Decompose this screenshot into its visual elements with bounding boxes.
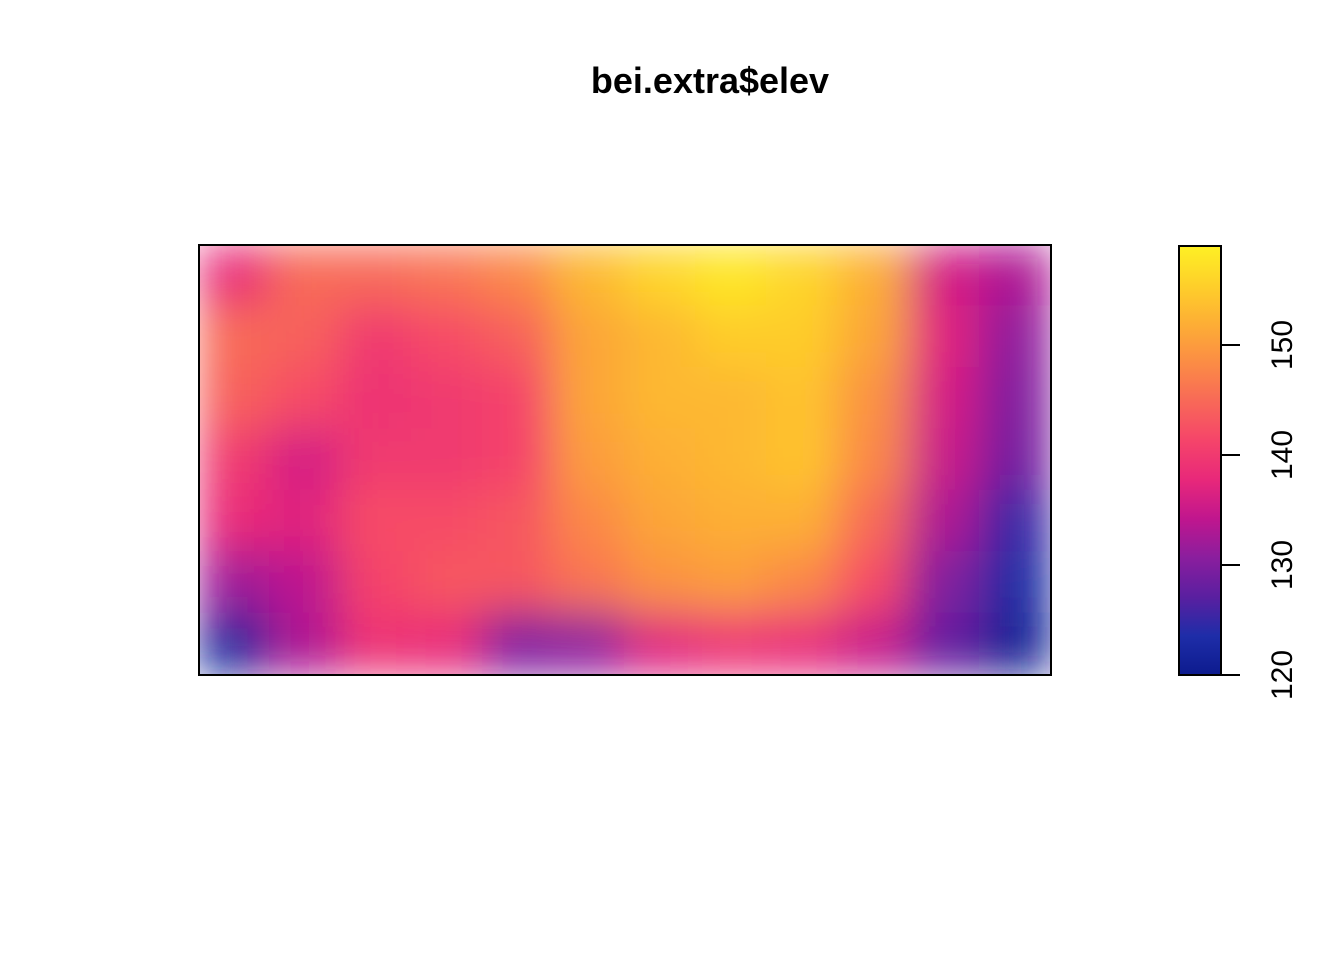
heatmap-cell bbox=[199, 612, 271, 675]
heatmap-cell bbox=[837, 612, 910, 675]
colorbar-tick-label: 140 bbox=[1266, 430, 1299, 480]
heatmap-cell bbox=[837, 428, 910, 492]
heatmap-cell bbox=[553, 305, 626, 369]
heatmap-cell bbox=[340, 612, 413, 675]
heatmap-cell bbox=[482, 612, 555, 675]
heatmap-cell bbox=[482, 245, 555, 308]
chart-title: bei.extra$elev bbox=[591, 60, 829, 101]
heatmap-cell bbox=[695, 428, 768, 492]
heatmap-cell bbox=[979, 428, 1051, 492]
heatmap-cell bbox=[624, 305, 697, 369]
heatmap-cell bbox=[411, 489, 484, 554]
heatmap-cell bbox=[979, 612, 1051, 675]
colorbar-tick-label: 150 bbox=[1266, 320, 1299, 370]
heatmap-cell bbox=[979, 489, 1051, 554]
heatmap-cell bbox=[482, 305, 555, 369]
heatmap-cell bbox=[553, 489, 626, 554]
map-frame bbox=[198, 244, 1052, 676]
heatmap-cell bbox=[766, 489, 839, 554]
heatmap-cell bbox=[411, 366, 484, 431]
heatmap-cell bbox=[695, 305, 768, 369]
heatmap-cell bbox=[908, 489, 981, 554]
heatmap-cell bbox=[553, 428, 626, 492]
heatmap-cell bbox=[199, 245, 271, 308]
heatmap-cell bbox=[482, 489, 555, 554]
heatmap-cell bbox=[908, 551, 981, 615]
heatmap-cell bbox=[269, 428, 342, 492]
heatmap-cell bbox=[908, 428, 981, 492]
heatmap-cell bbox=[340, 428, 413, 492]
heatmap-cell bbox=[766, 551, 839, 615]
heatmap-cell bbox=[411, 612, 484, 675]
heatmap-cell bbox=[766, 245, 839, 308]
heatmap-cell bbox=[269, 489, 342, 554]
heatmap-cell bbox=[482, 366, 555, 431]
heatmap-cell bbox=[624, 551, 697, 615]
heatmap-cell bbox=[269, 551, 342, 615]
heatmap-cell bbox=[269, 245, 342, 308]
heatmap-cell bbox=[695, 551, 768, 615]
colorbar-tick-label: 130 bbox=[1266, 540, 1299, 590]
heatmap-cell bbox=[979, 366, 1051, 431]
heatmap-cell bbox=[837, 551, 910, 615]
heatmap-cell bbox=[766, 612, 839, 675]
heatmap-cell bbox=[340, 305, 413, 369]
heatmap-cells bbox=[199, 245, 1051, 675]
heatmap-cell bbox=[624, 428, 697, 492]
heatmap-cell bbox=[695, 245, 768, 308]
heatmap-cell bbox=[553, 612, 626, 675]
heatmap-cell bbox=[979, 245, 1051, 308]
heatmap-cell bbox=[482, 428, 555, 492]
heatmap-cell bbox=[837, 489, 910, 554]
heatmap-cell bbox=[340, 489, 413, 554]
heatmap-cell bbox=[411, 245, 484, 308]
colorbar-tick-label: 120 bbox=[1266, 650, 1299, 700]
heatmap-cell bbox=[766, 305, 839, 369]
heatmap-cell bbox=[340, 366, 413, 431]
heatmap-cell bbox=[837, 245, 910, 308]
heatmap-cell bbox=[979, 551, 1051, 615]
heatmap-cell bbox=[199, 551, 271, 615]
heatmap-cell bbox=[624, 245, 697, 308]
heatmap-cell bbox=[908, 612, 981, 675]
heatmap-cell bbox=[199, 428, 271, 492]
heatmap-cell bbox=[269, 612, 342, 675]
heatmap-cell bbox=[553, 366, 626, 431]
heatmap-cell bbox=[695, 366, 768, 431]
heatmap-cell bbox=[624, 366, 697, 431]
heatmap-cell bbox=[340, 245, 413, 308]
heatmap-cell bbox=[199, 489, 271, 554]
heatmap-cell bbox=[553, 551, 626, 615]
colorbar bbox=[1178, 245, 1222, 676]
heatmap-cell bbox=[908, 245, 981, 308]
heatmap-cell bbox=[979, 305, 1051, 369]
heatmap-cell bbox=[837, 366, 910, 431]
heatmap-area bbox=[199, 245, 1051, 675]
heatmap-cell bbox=[199, 366, 271, 431]
heatmap-cell bbox=[553, 245, 626, 308]
heatmap-cell bbox=[199, 305, 271, 369]
heatmap-cell bbox=[624, 612, 697, 675]
heatmap-cell bbox=[411, 428, 484, 492]
heatmap-cell bbox=[411, 305, 484, 369]
heatmap-cell bbox=[908, 305, 981, 369]
heatmap-cell bbox=[269, 366, 342, 431]
heatmap-cell bbox=[695, 612, 768, 675]
heatmap-cell bbox=[482, 551, 555, 615]
heatmap-cell bbox=[269, 305, 342, 369]
heatmap-cell bbox=[908, 366, 981, 431]
heatmap-cell bbox=[837, 305, 910, 369]
heatmap-cell bbox=[340, 551, 413, 615]
colorbar-ticks: 120 130 140 150 bbox=[1221, 320, 1299, 700]
heatmap-cell bbox=[766, 428, 839, 492]
heatmap-cell bbox=[766, 366, 839, 431]
heatmap-cell bbox=[624, 489, 697, 554]
heatmap-cell bbox=[411, 551, 484, 615]
heatmap-cell bbox=[695, 489, 768, 554]
